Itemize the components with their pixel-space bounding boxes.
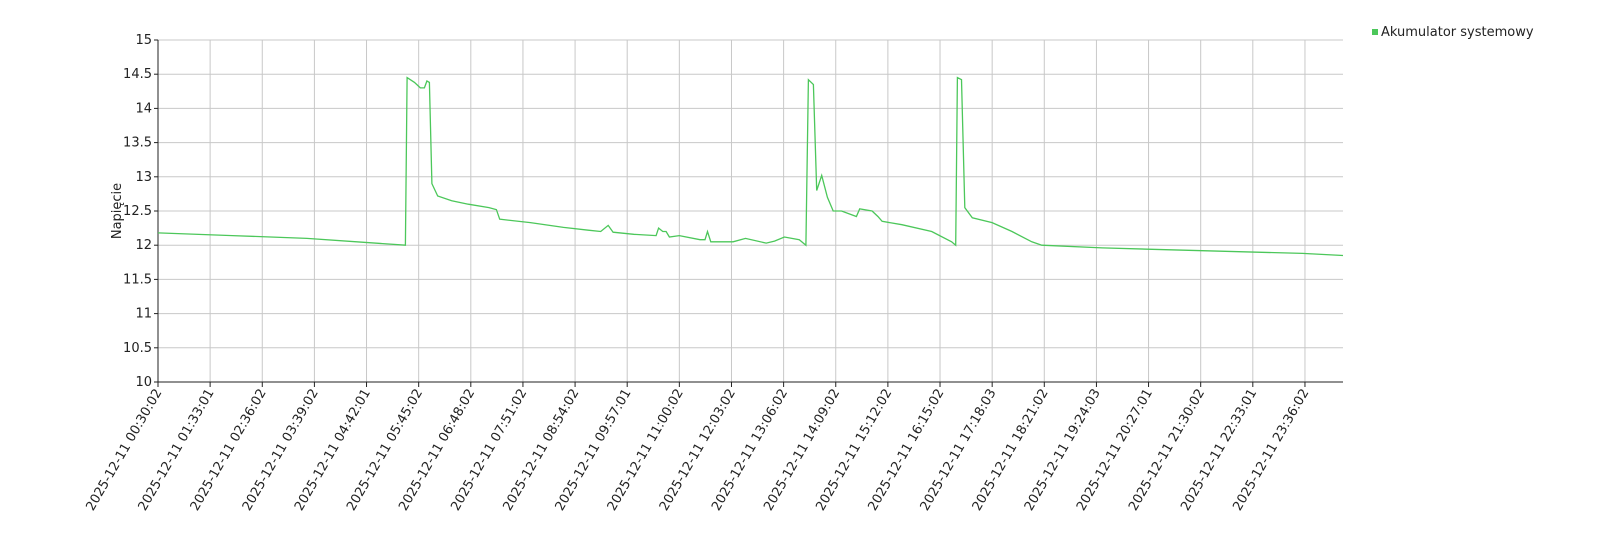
series-line xyxy=(157,76,1344,257)
y-tick-label: 14.5 xyxy=(123,67,152,82)
y-tick-label: 13 xyxy=(135,170,152,185)
y-tick-label: 12.5 xyxy=(123,204,152,219)
y-tick-label: 10.5 xyxy=(123,341,152,356)
y-tick-label: 14 xyxy=(135,101,152,116)
legend-swatch xyxy=(1372,29,1378,35)
legend-label: Akumulator systemowy xyxy=(1381,25,1534,40)
y-axis-label: Napięcie xyxy=(110,183,125,239)
y-tick-label: 11.5 xyxy=(123,272,152,287)
y-tick-label: 11 xyxy=(135,307,152,322)
y-tick-label: 12 xyxy=(135,238,152,253)
y-tick-label: 15 xyxy=(135,33,152,48)
y-tick-label: 10 xyxy=(135,375,152,390)
y-tick-label: 13.5 xyxy=(123,136,152,151)
